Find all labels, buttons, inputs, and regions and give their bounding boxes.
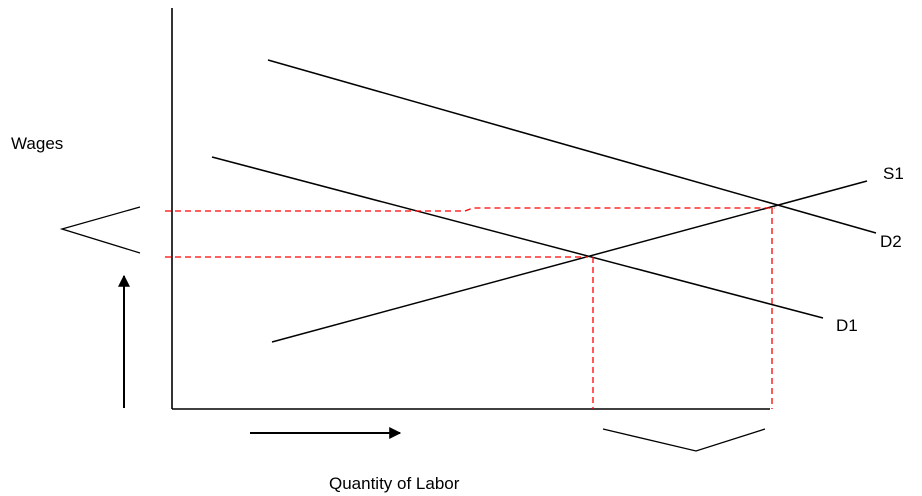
y-axis-label: Wages: [11, 134, 63, 153]
wage-guide-high: [165, 207, 775, 212]
demand-curve-d1-label: D1: [836, 316, 858, 335]
demand-curve-d2: [267, 59, 877, 234]
demand-curve-d2-label: D2: [880, 232, 902, 251]
quantity-gap-bracket: [602, 428, 766, 452]
supply-curve-s1: [271, 180, 868, 343]
demand-curve-d1: [211, 156, 824, 319]
x-axis-label: Quantity of Labor: [329, 474, 460, 493]
supply-curve-label: S1: [883, 164, 904, 183]
wage-gap-bracket: [59, 206, 141, 254]
